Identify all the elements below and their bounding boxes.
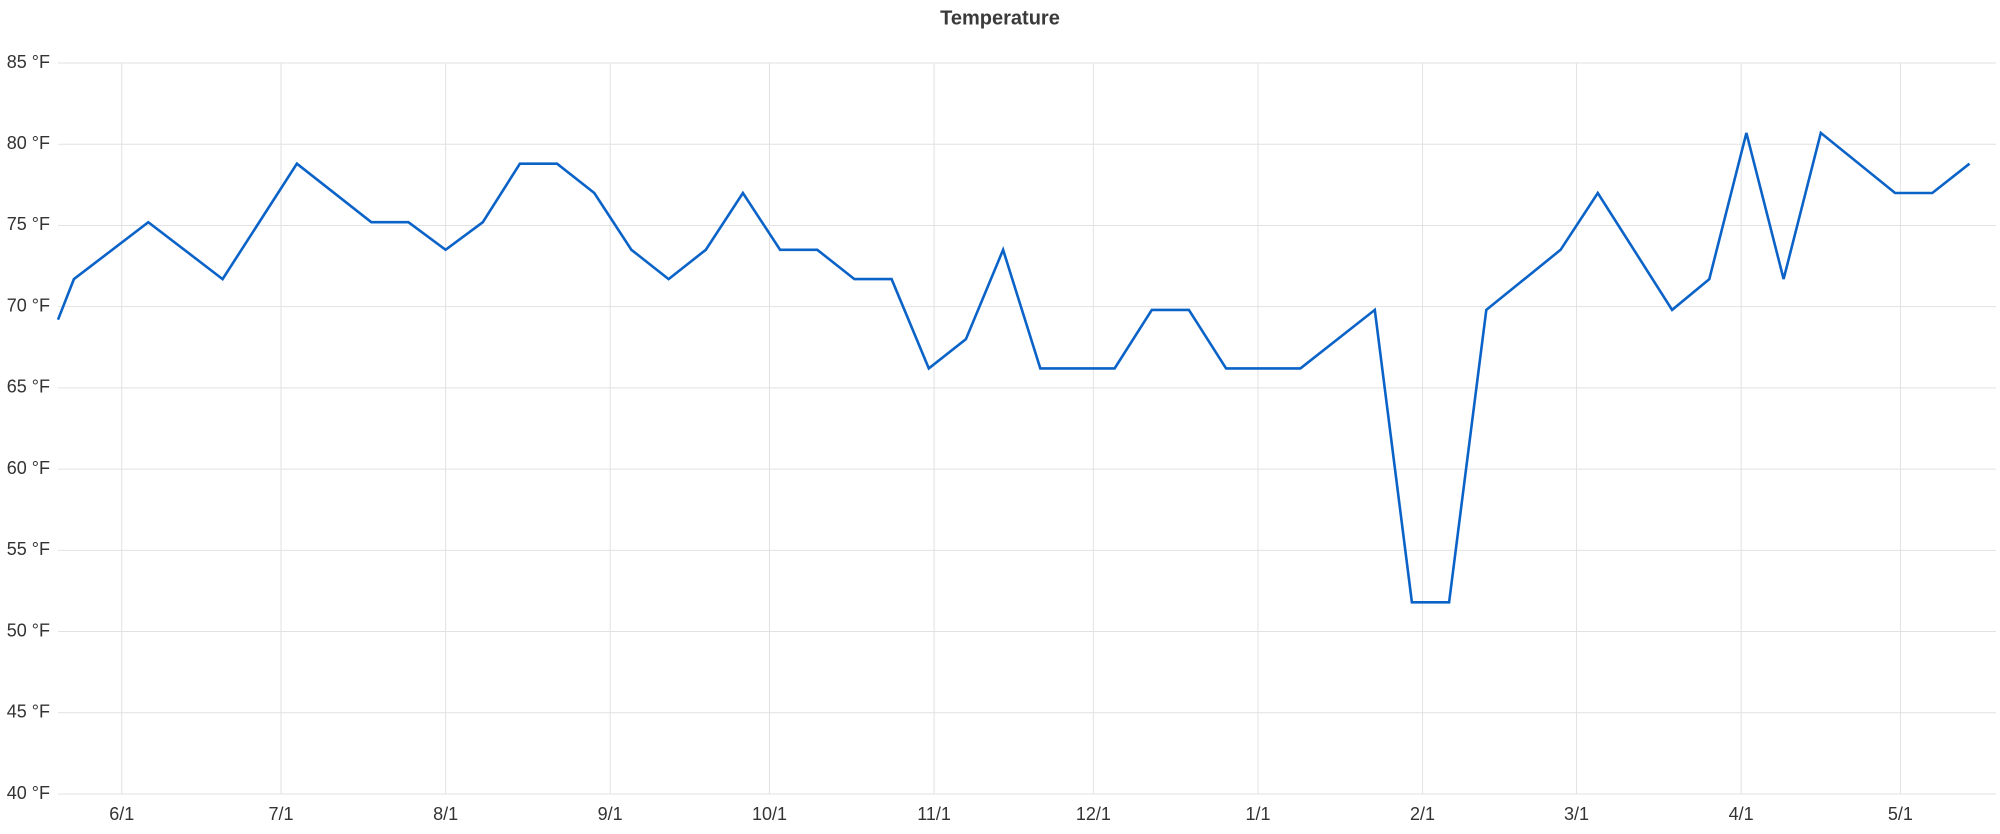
x-tick-label: 10/1 — [752, 804, 787, 824]
line — [56, 130, 1971, 604]
y-tick-label: 65 °F — [7, 377, 50, 397]
y-tick-label: 75 °F — [7, 214, 50, 234]
x-tick-label: 7/1 — [268, 804, 293, 824]
y-tick-label: 40 °F — [7, 783, 50, 803]
x-tick-label: 9/1 — [598, 804, 623, 824]
y-tick-label: 45 °F — [7, 702, 50, 722]
x-tick-label: 8/1 — [433, 804, 458, 824]
x-tick-label: 4/1 — [1729, 804, 1754, 824]
y-tick-label: 60 °F — [7, 458, 50, 478]
y-tick-label: 55 °F — [7, 539, 50, 559]
x-tick-label: 2/1 — [1410, 804, 1435, 824]
x-tick-label: 5/1 — [1888, 804, 1913, 824]
x-tick-label: 3/1 — [1564, 804, 1589, 824]
x-tick-label: 1/1 — [1245, 804, 1270, 824]
chart-title: Temperature — [940, 7, 1060, 29]
y-tick-label: 50 °F — [7, 620, 50, 640]
x-tick-label: 12/1 — [1076, 804, 1111, 824]
x-tick-label: 11/1 — [917, 804, 951, 824]
y-tick-label: 70 °F — [7, 295, 50, 315]
y-tick-label: 85 °F — [7, 52, 50, 72]
y-tick-label: 80 °F — [7, 133, 50, 153]
x-tick-label: 6/1 — [109, 804, 134, 824]
